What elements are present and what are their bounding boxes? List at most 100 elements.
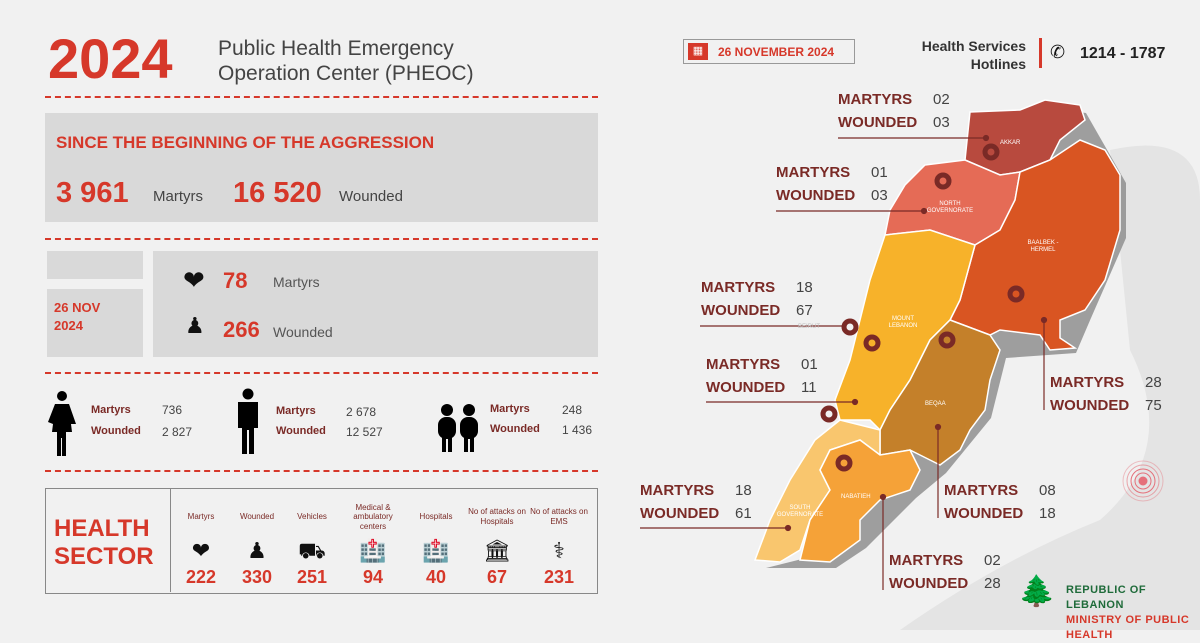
demographic-children: Martyrs 248 Wounded 1 436 (436, 402, 592, 459)
daily-date-line1: 26 NOV (54, 300, 101, 315)
label-beqaa: BEQAA (925, 401, 946, 407)
daily-date-tile: 26 NOV 2024 (47, 289, 143, 357)
women-wounded-value: 2 827 (162, 425, 193, 439)
health-sector-title-1: HEALTH (54, 515, 150, 542)
paramedic-icon: ⚕ (553, 538, 565, 563)
callout-value: 02 (933, 91, 950, 108)
men-wounded-value: 12 527 (346, 425, 383, 439)
label-north: NORTH GOVERNORATE (926, 201, 974, 215)
women-martyrs-value: 736 (162, 403, 183, 417)
year: 2024 (48, 27, 173, 90)
men-martyrs-label: Martyrs (276, 405, 316, 417)
hs-label: Vehicles (297, 512, 327, 522)
hs-value: 222 (185, 567, 217, 587)
calendar-icon: ▦ (688, 43, 708, 60)
phone-icon: ✆ (1050, 42, 1066, 62)
callout-nabatieh: MARTYRS 02 WOUNDED 28 (889, 549, 1001, 595)
logo-line2: MINISTRY OF PUBLIC HEALTH (1066, 614, 1190, 641)
hotline-divider (1039, 38, 1042, 68)
hotlines-line2: Hotlines (970, 56, 1026, 72)
daily-date-line2: 2024 (54, 318, 83, 333)
medical-center-icon: 🏥 (359, 538, 387, 563)
label-akkar: AKKAR (1000, 140, 1021, 146)
injured-person-icon: ♟ (247, 538, 267, 563)
hs-hospitals: Hospitals 🏥 40 (405, 499, 467, 588)
callout-label: WOUNDED (640, 505, 720, 522)
callout-label: MARTYRS (838, 91, 913, 108)
hs-value: 67 (486, 567, 508, 587)
report-date: 26 NOVEMBER 2024 (718, 44, 835, 59)
hs-label: No of attacks on Hospitals (468, 507, 526, 526)
total-wounded-label: Wounded (339, 188, 403, 205)
hs-value: 231 (543, 567, 575, 587)
man-icon (238, 388, 258, 454)
callout-mount-lebanon: MARTYRS 01 WOUNDED 11 (706, 353, 818, 399)
daily-martyrs-label: Martyrs (273, 274, 320, 290)
callout-value: 28 (984, 575, 1001, 592)
divider (45, 238, 598, 240)
callout-value: 11 (801, 379, 817, 396)
callout-value: 75 (1145, 397, 1162, 414)
label-baalbek: BAALBEK - HERMEL (1027, 240, 1059, 254)
since-heading: SINCE THE BEGINNING OF THE AGGRESSION (56, 133, 435, 152)
children-wounded-label: Wounded (490, 423, 540, 435)
hs-value: 94 (362, 567, 384, 587)
children-martyrs-value: 248 (562, 403, 583, 417)
total-martyrs-label: Martyrs (153, 188, 203, 205)
callout-label: WOUNDED (1050, 397, 1130, 414)
men-wounded-label: Wounded (276, 425, 326, 437)
callout-label: MARTYRS (776, 164, 851, 181)
hospital-attack-icon: 🏛 (483, 538, 511, 563)
pulse-icon (1122, 460, 1164, 502)
hs-value: 251 (296, 567, 328, 587)
callout-value: 28 (1145, 374, 1162, 391)
callout-label: MARTYRS (1050, 374, 1125, 391)
region-beqaa (879, 319, 1001, 466)
callout-value: 18 (796, 279, 813, 296)
callout-value: 03 (933, 114, 950, 131)
callout-label: MARTYRS (701, 279, 776, 296)
callout-value: 03 (871, 187, 888, 204)
daily-wounded-label: Wounded (273, 324, 333, 340)
callout-label: MARTYRS (706, 356, 781, 373)
children-icon (438, 404, 478, 452)
callout-label: WOUNDED (944, 505, 1024, 522)
hs-medical-centers: Medical & ambulatory centers 🏥 94 (342, 499, 404, 588)
daily-martyrs-value: 78 (223, 268, 248, 293)
hs-label: Wounded (239, 512, 275, 522)
daily-panel: ❤ 78 Martyrs ♟ 266 Wounded (153, 251, 598, 357)
callout-label: MARTYRS (889, 552, 964, 569)
divider (45, 470, 598, 472)
hs-wounded: Wounded ♟ 330 (226, 499, 288, 588)
lebanon-map (640, 99, 1200, 630)
divider (45, 96, 598, 98)
daily-wounded-value: 266 (223, 317, 260, 342)
callout-beqaa: MARTYRS 08 WOUNDED 18 (944, 479, 1056, 525)
callout-label: MARTYRS (640, 482, 715, 499)
hotline-numbers[interactable]: 1214 - 1787 (1080, 45, 1166, 62)
hs-martyrs: Martyrs ❤ 222 (170, 499, 232, 588)
label-beirut: BEIRUT (798, 324, 821, 330)
cedar-logo-icon: 🌲 (1018, 575, 1056, 608)
heart-icon: ❤ (191, 538, 211, 563)
health-sector-panel: HEALTH SECTOR Martyrs ❤ 222 Wounded ♟ 330 Ve… (45, 488, 598, 594)
callout-value: 08 (1039, 482, 1056, 499)
hs-label: Hospitals (419, 512, 453, 522)
hospital-icon: 🏥 (422, 538, 450, 563)
hs-value: 40 (425, 567, 447, 587)
callout-baalbek: MARTYRS 28 WOUNDED 75 (1050, 371, 1162, 417)
page-title: Public Health Emergency Operation Center… (218, 36, 474, 86)
callout-label: WOUNDED (701, 302, 781, 319)
heart-icon: ❤ (183, 265, 205, 295)
callout-beirut: MARTYRS 18 WOUNDED 67 (701, 276, 813, 322)
women-wounded-label: Wounded (91, 425, 141, 437)
ambulance-icon: ⛟ (298, 538, 326, 563)
divider (45, 372, 598, 374)
total-martyrs-value: 3 961 (56, 177, 129, 209)
title-line1: Public Health Emergency (218, 37, 454, 60)
total-wounded-value: 16 520 (233, 177, 322, 209)
callout-label: WOUNDED (706, 379, 786, 396)
callout-akkar: MARTYRS 02 WOUNDED 03 (838, 88, 950, 134)
hs-label: Martyrs (187, 512, 215, 522)
since-beginning-panel: SINCE THE BEGINNING OF THE AGGRESSION 3 … (45, 113, 598, 222)
